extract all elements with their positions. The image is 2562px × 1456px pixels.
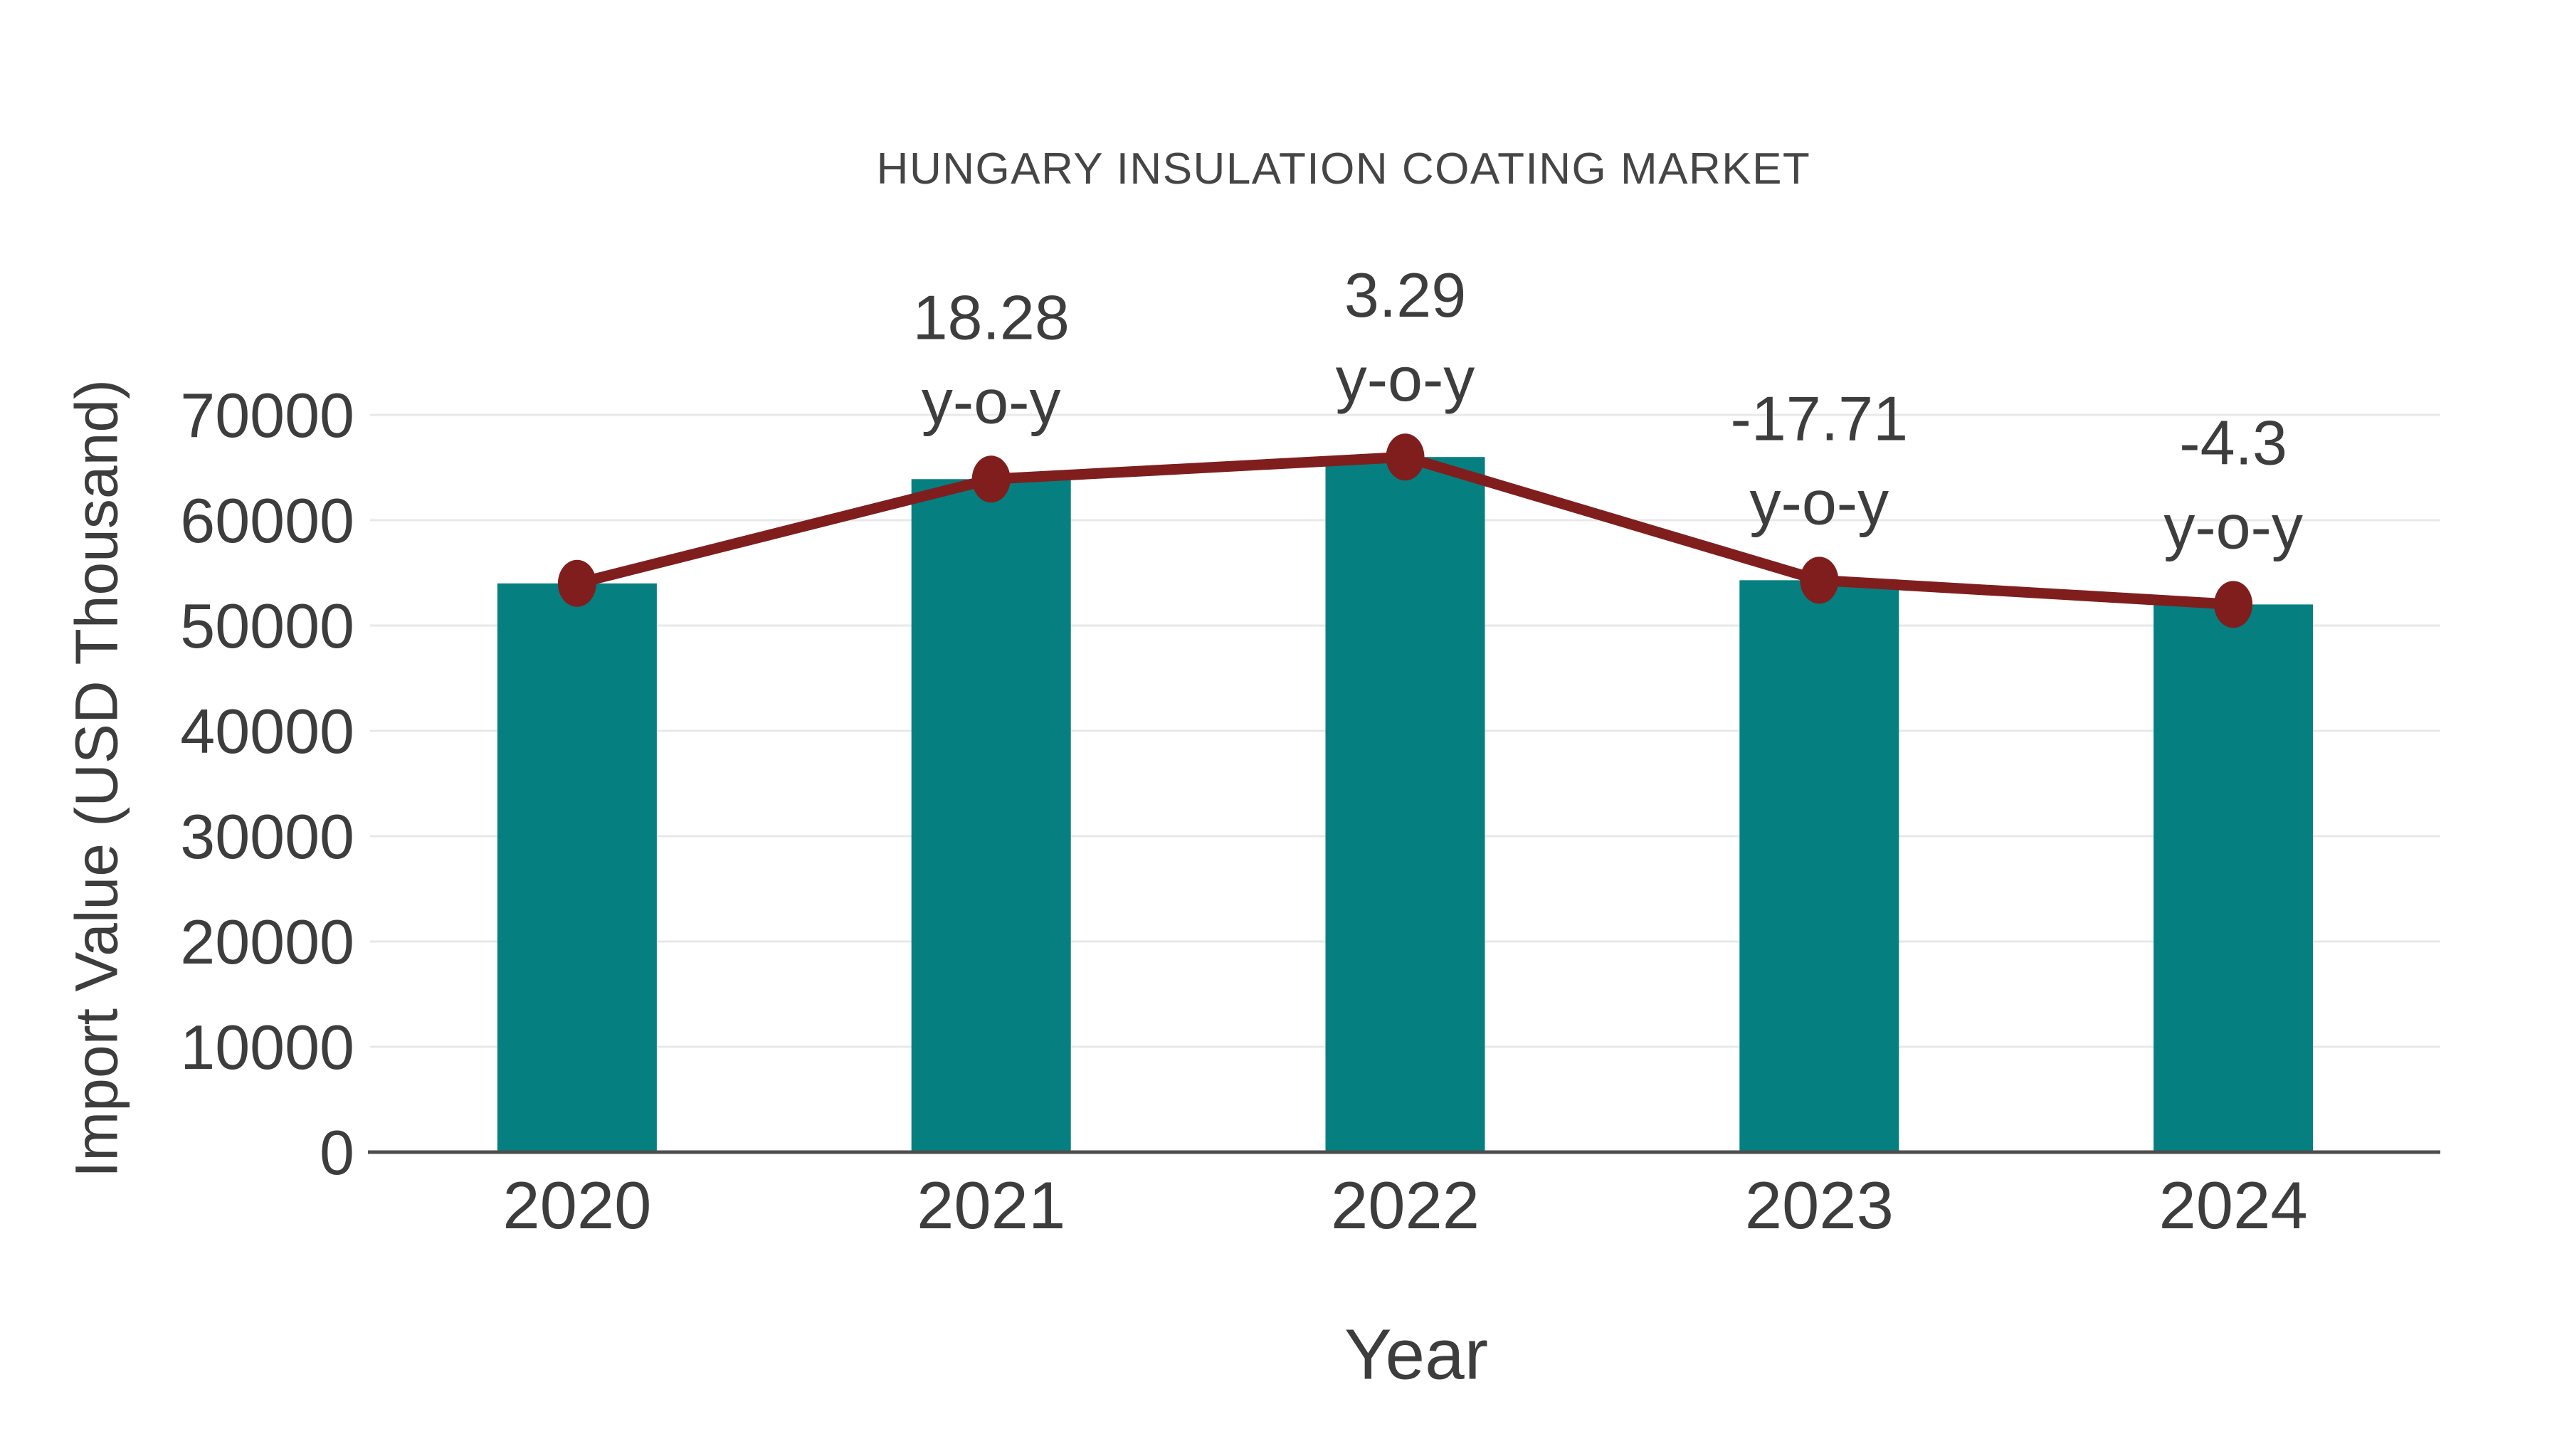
y-tick-label: 60000 — [180, 485, 354, 556]
yoy-suffix-label-2022: y-o-y — [1336, 344, 1475, 414]
yoy-value-label-2023: -17.71 — [1731, 383, 1909, 453]
y-tick-label: 0 — [320, 1117, 354, 1188]
y-tick-label: 30000 — [180, 801, 354, 872]
yoy-suffix-label-2024: y-o-y — [2163, 491, 2303, 561]
y-axis-title: Import Value (USD Thousand) — [63, 379, 130, 1178]
yoy-marker-2022 — [1386, 433, 1425, 481]
bar-2023 — [1739, 580, 1899, 1152]
x-tick-label-2021: 2021 — [917, 1168, 1065, 1243]
bar-2020 — [497, 583, 657, 1152]
x-tick-label-2022: 2022 — [1331, 1168, 1480, 1243]
bar-2022 — [1325, 457, 1485, 1152]
yoy-value-label-2022: 3.29 — [1344, 260, 1466, 330]
bar-2021 — [911, 479, 1071, 1152]
chart-canvas: 0 10000 20000 30000 40000 50000 60000 70000 18.2… — [180, 260, 2440, 1243]
yoy-marker-2024 — [2214, 581, 2253, 628]
yoy-value-label-2021: 18.28 — [913, 282, 1070, 352]
x-tick-label-2024: 2024 — [2159, 1168, 2308, 1243]
x-tick-label-2020: 2020 — [502, 1168, 651, 1243]
y-tick-label: 10000 — [180, 1012, 354, 1082]
yoy-suffix-label-2021: y-o-y — [922, 366, 1061, 436]
y-tick-label: 40000 — [180, 696, 354, 766]
hungary-insulation-coating-chart: HUNGARY INSULATION COATING MARKET Import… — [28, 11, 2562, 1452]
x-tick-label-2023: 2023 — [1745, 1168, 1894, 1243]
x-axis-title: Year — [1344, 1314, 1489, 1395]
bar-2024 — [2154, 604, 2314, 1152]
y-tick-label: 20000 — [180, 907, 354, 977]
yoy-marker-2023 — [1800, 556, 1839, 604]
y-tick-label: 70000 — [180, 380, 354, 450]
yoy-marker-2021 — [971, 455, 1011, 503]
yoy-suffix-label-2023: y-o-y — [1750, 467, 1889, 537]
y-tick-label: 50000 — [180, 591, 354, 661]
yoy-value-label-2024: -4.3 — [2179, 407, 2287, 478]
yoy-marker-2020 — [557, 559, 596, 607]
chart-title: HUNGARY INSULATION COATING MARKET — [876, 144, 1811, 194]
